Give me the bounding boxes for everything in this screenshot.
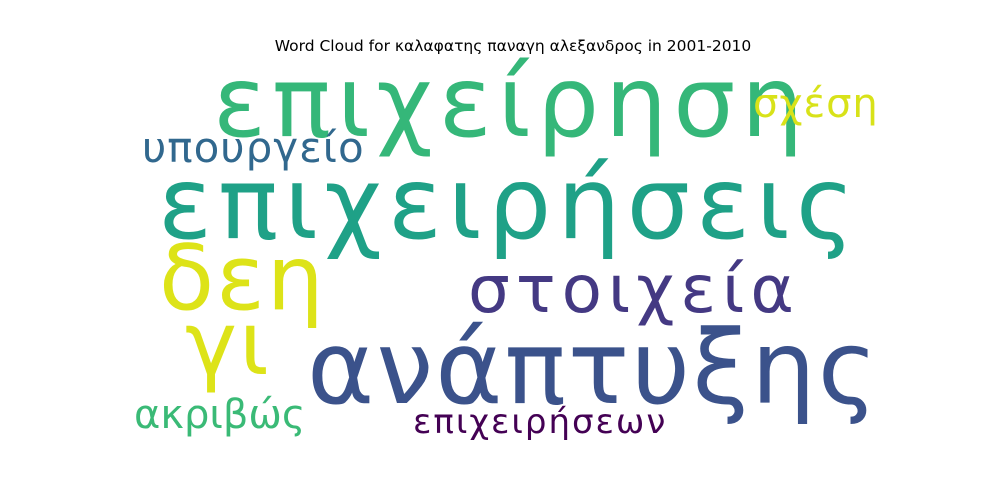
word-cloud-word: δεη xyxy=(159,226,326,331)
word-cloud-word: γι xyxy=(185,292,271,395)
word-cloud-word: ανάπτυξης xyxy=(307,309,880,428)
word-cloud-word: υπουργείο xyxy=(142,123,365,172)
word-cloud-word: ακριβώς xyxy=(134,392,306,438)
word-cloud-word: σχέση xyxy=(753,81,879,127)
word-cloud-word: επιχείρηση xyxy=(213,46,810,160)
figure-title: Word Cloud for καλαφατης παναγη αλεξανδρ… xyxy=(274,37,752,55)
word-cloud: επιχείρηση σχέση υπουργείο επιχειρήσεις … xyxy=(130,54,898,446)
word-cloud-word: επιχειρήσεων xyxy=(413,402,668,442)
word-cloud-word: επιχειρήσεις xyxy=(158,145,861,262)
word-cloud-word: στοιχεία xyxy=(468,251,800,328)
